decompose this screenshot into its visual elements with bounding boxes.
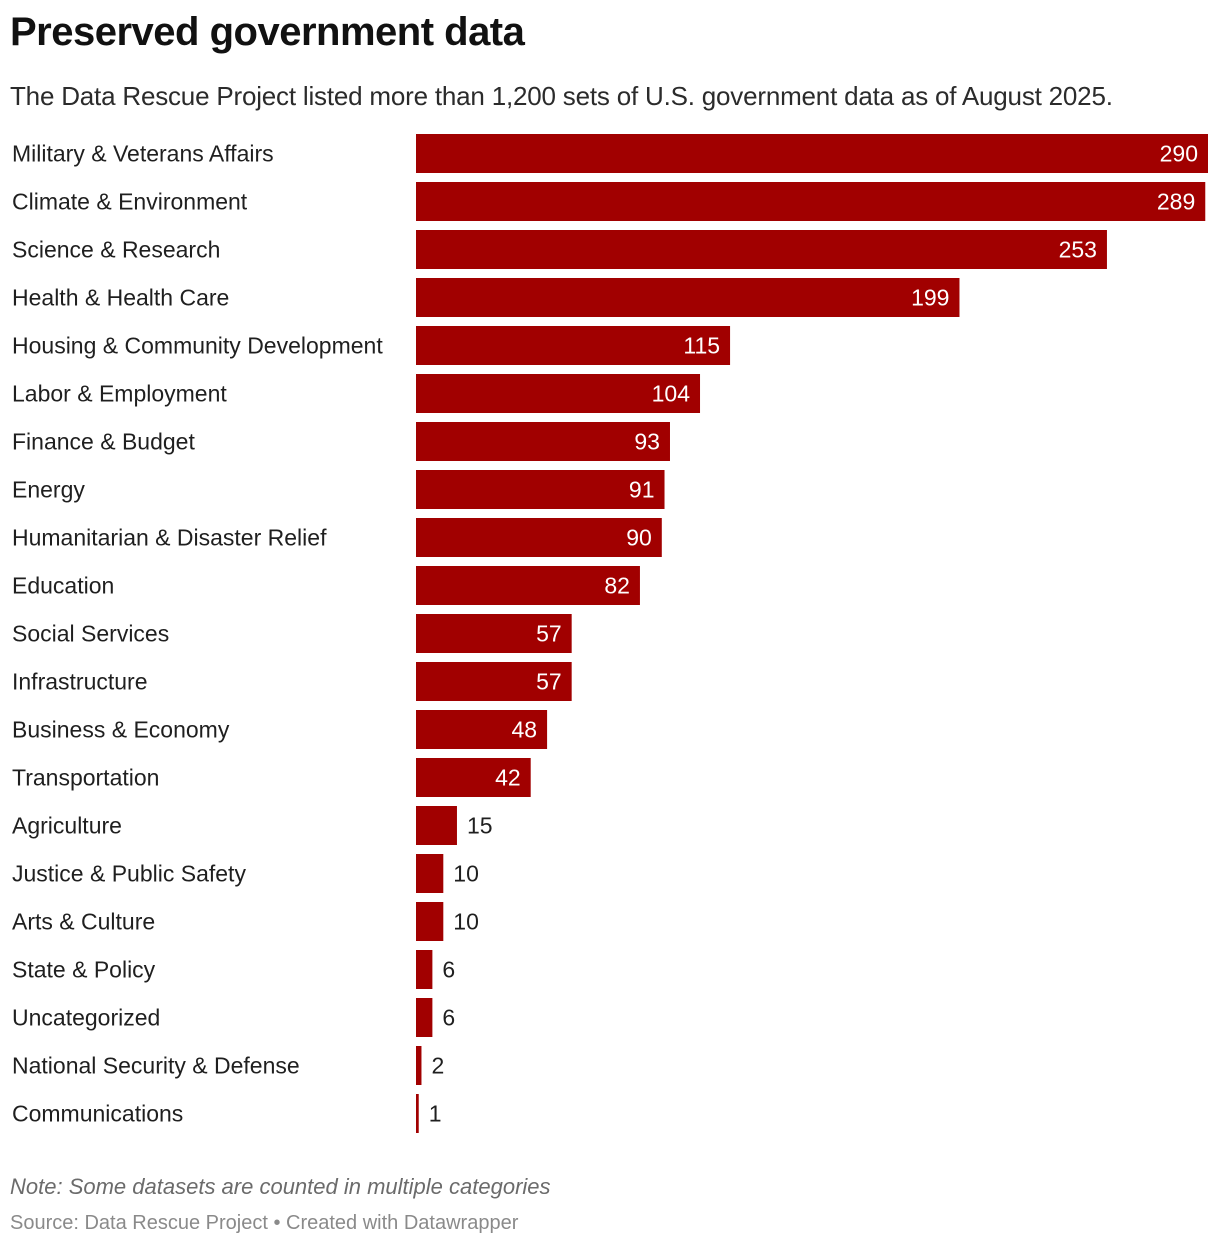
category-label-state-and-policy: State & Policy [12,957,156,983]
chart-subtitle: The Data Rescue Project listed more than… [10,81,1113,111]
bar-agriculture [416,806,457,845]
value-label-agriculture: 15 [467,813,493,839]
category-label-communications: Communications [12,1101,183,1127]
bar-communications [416,1094,419,1133]
bar-state-and-policy [416,950,433,989]
bar-justice-and-public-safety [416,854,444,893]
category-label-health-and-health-care: Health & Health Care [12,285,229,311]
value-label-energy: 91 [629,477,655,503]
value-label-national-security-and-defense: 2 [431,1053,444,1079]
value-label-justice-and-public-safety: 10 [453,861,479,887]
bar-arts-and-culture [416,902,444,941]
value-label-housing-and-community-development: 115 [683,333,720,359]
category-label-education: Education [12,573,114,599]
value-label-climate-and-environment: 289 [1157,189,1195,215]
category-label-energy: Energy [12,477,85,503]
bar-military-and-veterans-affairs [416,134,1208,173]
value-label-uncategorized: 6 [442,1005,455,1031]
category-label-infrastructure: Infrastructure [12,669,148,695]
value-label-business-and-economy: 48 [511,717,537,743]
category-label-finance-and-budget: Finance & Budget [12,429,195,455]
category-label-housing-and-community-development: Housing & Community Development [12,333,383,359]
category-label-science-and-research: Science & Research [12,237,220,263]
value-label-education: 82 [604,573,630,599]
value-label-transportation: 42 [495,765,521,791]
bar-climate-and-environment [416,182,1206,221]
value-label-arts-and-culture: 10 [453,909,479,935]
bar-labor-and-employment [416,374,701,413]
value-label-labor-and-employment: 104 [652,381,691,407]
category-label-justice-and-public-safety: Justice & Public Safety [12,861,246,887]
chart-title: Preserved government data [10,10,525,54]
value-label-science-and-research: 253 [1059,237,1097,263]
bar-education [416,566,640,605]
bar-science-and-research [416,230,1107,269]
bar-energy [416,470,665,509]
bar-business-and-economy [416,710,548,749]
category-label-military-and-veterans-affairs: Military & Veterans Affairs [12,141,274,167]
category-label-national-security-and-defense: National Security & Defense [12,1053,300,1079]
bar-humanitarian-and-disaster-relief [416,518,662,557]
category-label-business-and-economy: Business & Economy [12,717,230,743]
value-label-social-services: 57 [536,621,562,647]
category-label-climate-and-environment: Climate & Environment [12,189,248,215]
chart-note: Note: Some datasets are counted in multi… [10,1174,551,1199]
value-label-military-and-veterans-affairs: 290 [1160,141,1198,167]
bar-infrastructure [416,662,572,701]
category-label-agriculture: Agriculture [12,813,122,839]
bar-health-and-health-care [416,278,960,317]
bar-housing-and-community-development [416,326,731,365]
bar-finance-and-budget [416,422,670,461]
bar-social-services [416,614,572,653]
category-label-humanitarian-and-disaster-relief: Humanitarian & Disaster Relief [12,525,327,551]
bar-uncategorized [416,998,433,1037]
category-label-arts-and-culture: Arts & Culture [12,909,155,935]
value-label-state-and-policy: 6 [442,957,455,983]
category-label-labor-and-employment: Labor & Employment [12,381,227,407]
bar-national-security-and-defense [416,1046,422,1085]
value-label-infrastructure: 57 [536,669,562,695]
category-label-transportation: Transportation [12,765,159,791]
category-label-uncategorized: Uncategorized [12,1005,160,1031]
category-label-social-services: Social Services [12,621,169,647]
value-label-finance-and-budget: 93 [634,429,660,455]
value-label-communications: 1 [429,1101,442,1127]
value-label-health-and-health-care: 199 [911,285,949,311]
chart-source: Source: Data Rescue Project • Created wi… [10,1212,519,1234]
bar-transportation [416,758,531,797]
value-label-humanitarian-and-disaster-relief: 90 [626,525,652,551]
